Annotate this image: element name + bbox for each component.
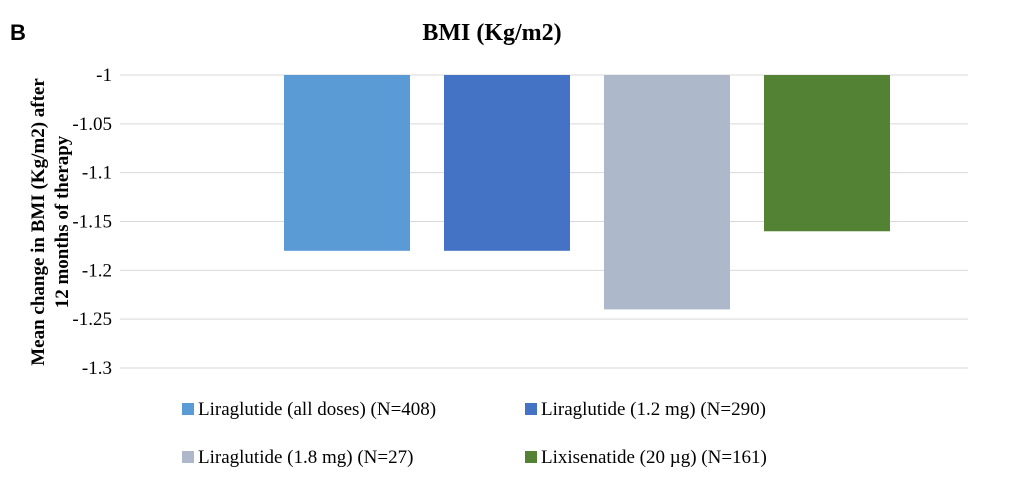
legend-label: Liraglutide (1.8 mg) (N=27): [198, 447, 413, 468]
y-tick-label: -1: [96, 65, 112, 86]
bar: [284, 75, 410, 251]
legend-swatch: [525, 451, 537, 463]
chart-title: BMI (Kg/m2): [422, 20, 561, 46]
legend-swatch: [182, 451, 194, 463]
y-axis-label-line-1: Mean change in BMI (Kg/m2) after: [28, 78, 49, 366]
y-axis-label-line-2: 12 months of therapy: [52, 135, 73, 308]
bar: [764, 75, 890, 232]
bar: [444, 75, 570, 251]
legend-swatch: [525, 403, 537, 415]
y-tick-label: -1.2: [82, 260, 112, 281]
legend-label: Liraglutide (1.2 mg) (N=290): [541, 399, 766, 420]
bar: [604, 75, 730, 310]
legend-item: Liraglutide (1.8 mg) (N=27): [182, 447, 413, 468]
y-axis-label: Mean change in BMI (Kg/m2) after 12 mont…: [28, 78, 73, 366]
y-tick-label: -1.05: [72, 114, 112, 135]
y-tick-label: -1.15: [72, 212, 112, 233]
legend-label: Lixisenatide (20 µg) (N=161): [541, 447, 767, 468]
y-tick-labels: -1 -1.05 -1.1 -1.15 -1.2 -1.25 -1.3: [72, 65, 112, 379]
y-tick-label: -1.3: [82, 358, 112, 379]
legend-item: Liraglutide (1.2 mg) (N=290): [525, 399, 766, 420]
legend-label: Liraglutide (all doses) (N=408): [198, 399, 436, 420]
panel-letter: B: [10, 20, 26, 45]
legend: Liraglutide (all doses) (N=408) Liragluti…: [182, 399, 767, 468]
bars: [284, 75, 890, 310]
y-tick-label: -1.25: [72, 309, 112, 330]
legend-item: Lixisenatide (20 µg) (N=161): [525, 447, 767, 468]
legend-item: Liraglutide (all doses) (N=408): [182, 399, 436, 420]
legend-swatch: [182, 403, 194, 415]
y-tick-label: -1.1: [82, 163, 112, 184]
